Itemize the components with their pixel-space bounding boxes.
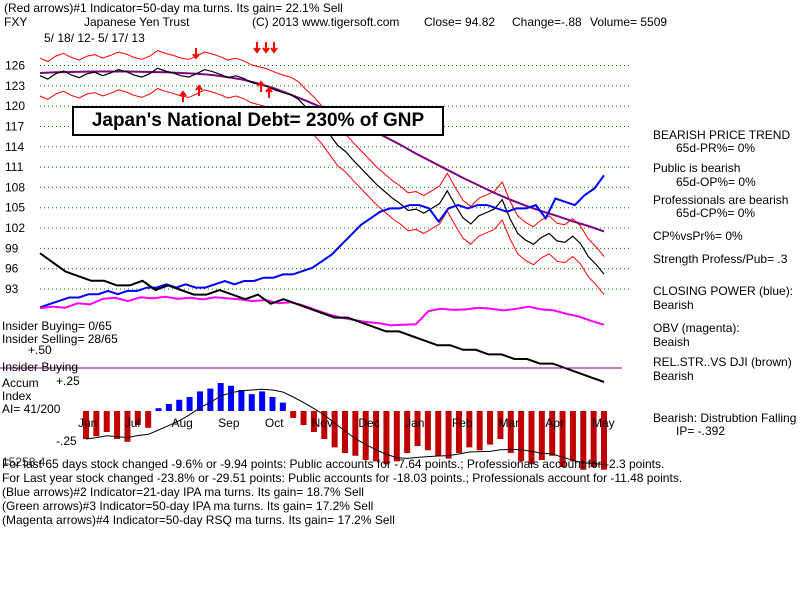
month-label: Mar bbox=[499, 416, 520, 430]
obv-label: OBV (magenta): bbox=[653, 321, 740, 335]
y-tick-label: 117 bbox=[5, 119, 24, 133]
month-label: Sep bbox=[218, 416, 240, 430]
y-tick-label: 99 bbox=[5, 241, 19, 255]
strength-ratio: Strength Profess/Pub= .3 bbox=[653, 252, 788, 266]
volume: Volume= 5509 bbox=[590, 15, 668, 29]
buy-arrow-icon bbox=[195, 84, 203, 96]
ai-value: AI= 41/200 bbox=[2, 402, 61, 416]
month-label: Aug bbox=[171, 416, 192, 430]
debt-annotation: Japan's National Debt= 230% of GNP bbox=[72, 106, 444, 136]
copyright: (C) 2013 www.tigersoft.com bbox=[252, 15, 400, 29]
bearish-price-trend: BEARISH PRICE TREND bbox=[653, 128, 791, 142]
closing-power-value: Bearish bbox=[653, 298, 694, 312]
month-label: Jul bbox=[125, 416, 140, 430]
security-name: Japanese Yen Trust bbox=[84, 15, 190, 29]
buy-arrow-icon bbox=[257, 80, 265, 92]
accum-ma-line bbox=[85, 388, 605, 465]
sell-arrow-icon bbox=[192, 48, 200, 60]
rel-strength-line bbox=[39, 252, 605, 383]
y-tick-label: 114 bbox=[5, 140, 24, 154]
accum-label: Accum bbox=[2, 376, 39, 390]
indicator-2-text: (Blue arrows)#2 Indicator=21-day IPA ma … bbox=[2, 485, 364, 499]
sell-arrow-icon bbox=[262, 42, 270, 54]
obv-line bbox=[39, 295, 605, 327]
month-label: Apr bbox=[545, 416, 564, 430]
footer-last-year: For Last year stock changed -23.8% or -2… bbox=[2, 471, 683, 485]
indicator-1-text: (Red arrows)#1 Indicator=50-day ma turns… bbox=[4, 1, 343, 15]
obv-value: Beaish bbox=[653, 335, 690, 349]
month-label: Jan bbox=[405, 416, 424, 430]
closing-power-line bbox=[39, 174, 605, 309]
month-label: Nov bbox=[312, 416, 333, 430]
buy-arrow-icon bbox=[265, 86, 273, 98]
y-tick-label: 96 bbox=[5, 262, 19, 276]
professionals-bearish: Professionals are bearish bbox=[653, 193, 789, 207]
month-label: Dec bbox=[358, 416, 379, 430]
y-tick-label: 105 bbox=[5, 201, 25, 215]
close-price: Close= 94.82 bbox=[424, 15, 496, 29]
insider-buying-legend: Insider Buying bbox=[2, 360, 79, 374]
indicator-4-text: (Magenta arrows)#4 Indicator=50-day RSQ … bbox=[2, 513, 395, 527]
y-tick-label: 108 bbox=[5, 180, 25, 194]
y-tick-label: 126 bbox=[5, 59, 25, 73]
date-range: 5/ 18/ 12- 5/ 17/ 13 bbox=[44, 31, 145, 45]
month-label: Feb bbox=[452, 416, 473, 430]
accum-tick-plus-25: +.25 bbox=[56, 374, 80, 388]
y-tick-label: 102 bbox=[5, 221, 25, 235]
change: Change=-.88 bbox=[512, 15, 582, 29]
cp-vs-pr: CP%vsPr%= 0% bbox=[653, 229, 743, 243]
insider-selling-count: Insider Selling= 28/65 bbox=[2, 332, 118, 346]
distribution-label: Bearish: Distrubtion Falling bbox=[653, 411, 797, 425]
closing-power-label: CLOSING POWER (blue): bbox=[653, 284, 794, 298]
ip-value: IP= -.392 bbox=[676, 424, 726, 438]
month-label: Jun bbox=[78, 416, 97, 430]
price-line bbox=[39, 67, 605, 275]
buy-arrow-icon bbox=[179, 90, 187, 102]
indicator-3-text: (Green arrows)#3 Indicator=50-day IPA ma… bbox=[2, 499, 374, 513]
month-label: Oct bbox=[265, 416, 284, 430]
rel-strength-value: Bearish bbox=[653, 369, 694, 383]
lower-band bbox=[39, 88, 605, 295]
upper-band bbox=[39, 50, 605, 257]
index-label: Index bbox=[2, 389, 32, 403]
y-tick-label: 123 bbox=[5, 79, 25, 93]
sell-arrow-icon bbox=[253, 42, 261, 54]
y-tick-label: 93 bbox=[5, 282, 19, 296]
accum-tick-minus-25: -.25 bbox=[56, 434, 77, 448]
pr-pct: 65d-PR%= 0% bbox=[676, 141, 756, 155]
sell-arrow-icon bbox=[270, 42, 278, 54]
footer-65-day: For last 65 days stock changed -9.6% or … bbox=[2, 457, 665, 471]
cp-pct: 65d-CP%= 0% bbox=[676, 206, 756, 220]
symbol: FXY bbox=[4, 15, 28, 29]
insider-buying-count: Insider Buying= 0/65 bbox=[2, 319, 112, 333]
rel-strength-label: REL.STR..VS DJI (brown) bbox=[653, 355, 792, 369]
op-pct: 65d-OP%= 0% bbox=[676, 175, 756, 189]
accum-tick-plus-50: +.50 bbox=[28, 343, 52, 357]
month-label: May bbox=[592, 416, 615, 430]
last-value: 15258.4 bbox=[2, 455, 46, 469]
y-tick-label: 120 bbox=[5, 99, 25, 113]
y-tick-label: 111 bbox=[5, 160, 24, 174]
public-bearish: Public is bearish bbox=[653, 161, 741, 175]
